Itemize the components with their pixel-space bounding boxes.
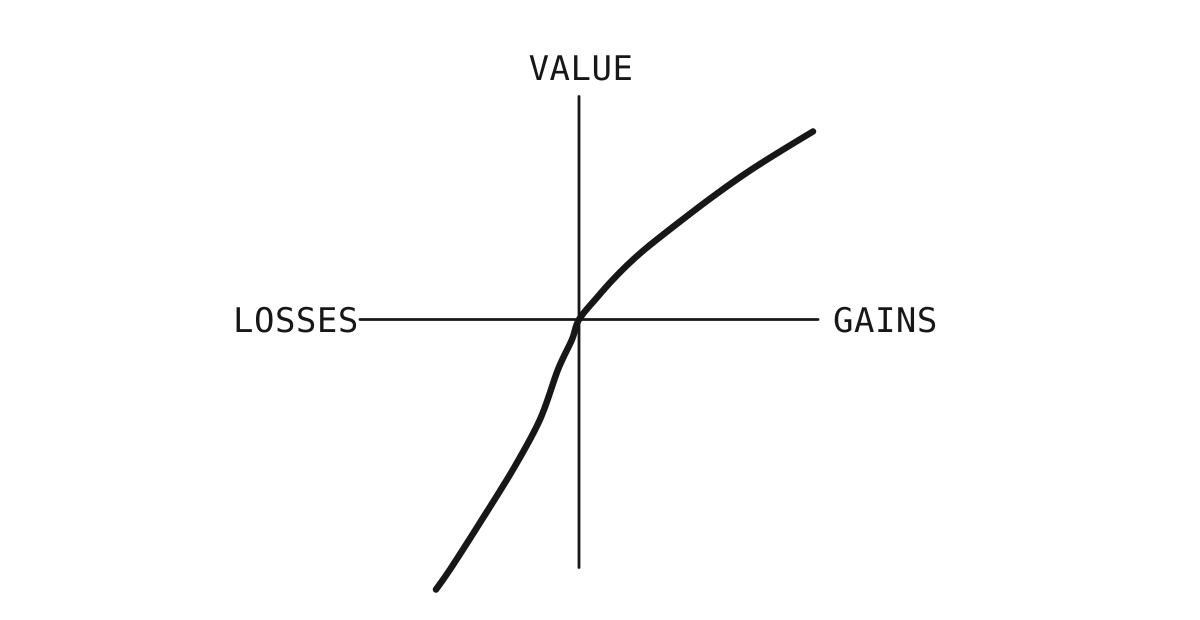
x-axis-label-losses: LOSSES: [233, 301, 359, 341]
x-axis-label-gains: GAINS: [833, 301, 938, 341]
y-axis-label-value: VALUE: [528, 49, 634, 89]
value-curve: [432, 128, 817, 593]
